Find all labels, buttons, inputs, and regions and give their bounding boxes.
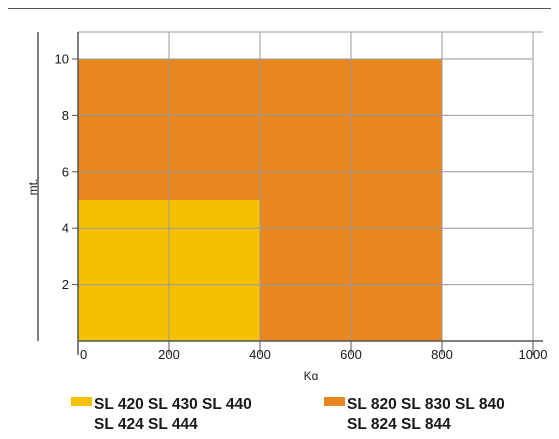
y-tick-label: 10 — [55, 52, 69, 67]
legend-item-sl-400: SL 420 SL 430 SL 440 SL 424 SL 444 — [71, 395, 252, 435]
legend-label-line2: SL 424 SL 444 — [94, 416, 198, 433]
x-axis-title: Kg — [304, 369, 319, 380]
x-tick-label: 1000 — [519, 347, 548, 362]
x-tick-label: 800 — [431, 347, 453, 362]
x-tick-label: 200 — [158, 347, 180, 362]
legend-swatch-orange — [324, 397, 345, 406]
chart-tick-labels: 2 4 6 8 10 0 200 400 600 800 1000 — [55, 52, 548, 363]
legend-label-line1: SL 420 SL 430 SL 440 — [94, 396, 252, 413]
y-tick-label: 2 — [62, 277, 69, 292]
chart: 2 4 6 8 10 0 200 400 600 800 1000 Kg mt. — [26, 31, 548, 380]
chart-grid — [78, 31, 543, 341]
y-tick-label: 4 — [62, 221, 69, 236]
legend-item-sl-800: SL 820 SL 830 SL 840 SL 824 SL 844 — [324, 395, 505, 435]
x-tick-label: 0 — [80, 347, 87, 362]
legend-label-line2: SL 824 SL 844 — [347, 416, 451, 433]
chart-axes — [37, 32, 543, 355]
legend-label-line1: SL 820 SL 830 SL 840 — [347, 396, 505, 413]
y-tick-label: 6 — [62, 164, 69, 179]
top-rule — [8, 8, 551, 9]
legend-swatch-yellow — [71, 397, 92, 406]
x-tick-label: 600 — [340, 347, 362, 362]
y-axis-title: mt. — [26, 179, 40, 196]
x-tick-label: 400 — [249, 347, 271, 362]
y-tick-label: 8 — [62, 108, 69, 123]
